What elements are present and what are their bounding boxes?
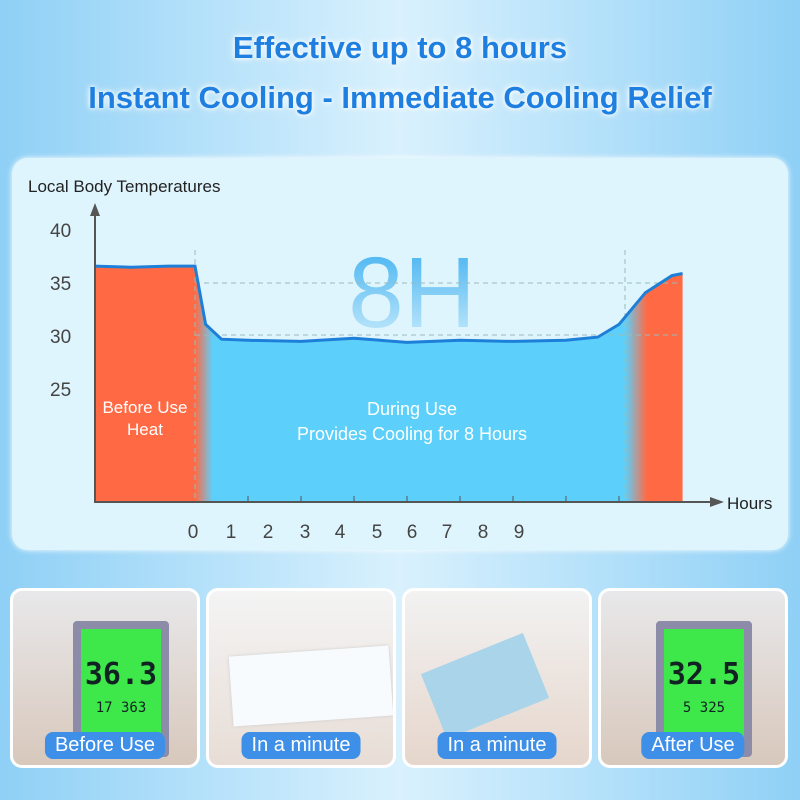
caption: In a minute <box>241 732 361 759</box>
caption: In a minute <box>437 732 557 759</box>
temperature-chart: 8H Local Body Temperatures Hours 40 35 3… <box>28 177 772 543</box>
heat-label: Heat <box>127 420 163 439</box>
ytick-30: 30 <box>50 327 71 348</box>
temperature-curve <box>94 264 683 344</box>
photo-patch-applied: In a minute <box>206 588 396 768</box>
subheadline: Instant Cooling - Immediate Cooling Reli… <box>88 80 712 115</box>
before-region <box>96 266 195 502</box>
xtick-6: 6 <box>407 522 418 543</box>
transition-right <box>625 266 647 502</box>
before-use-label: Before Use <box>102 398 187 417</box>
xtick-9: 9 <box>514 522 525 543</box>
ytick-25: 25 <box>50 380 71 401</box>
reading: 36.3 <box>84 657 158 692</box>
xtick-1: 1 <box>226 522 237 543</box>
xtick-7: 7 <box>442 522 453 543</box>
xtick-3: 3 <box>300 522 311 543</box>
photo-before-use: 36.3 17 363 Before Use <box>10 588 200 768</box>
y-axis-arrow <box>90 203 100 216</box>
caption: After Use <box>641 732 745 759</box>
caption: Before Use <box>44 732 166 759</box>
photo-after-use: 32.5 5 325 After Use <box>598 588 788 768</box>
cooling-patch <box>228 645 393 727</box>
ytick-35: 35 <box>50 274 71 295</box>
after-region <box>647 266 683 502</box>
xtick-0: 0 <box>188 522 199 543</box>
xtick-4: 4 <box>335 522 346 543</box>
during-use-label: During Use <box>367 399 457 419</box>
photo-patch-peeled: In a minute <box>402 588 592 768</box>
x-axis-arrow <box>710 497 724 507</box>
transition-left <box>195 266 213 502</box>
y-axis-label: Local Body Temperatures <box>28 177 220 196</box>
big-8h-label: 8H <box>348 237 476 349</box>
x-axis-label: Hours <box>727 494 772 513</box>
gel-patch <box>420 632 550 740</box>
ytick-40: 40 <box>50 221 71 242</box>
xtick-8: 8 <box>478 522 489 543</box>
headline: Effective up to 8 hours <box>232 30 568 65</box>
reading: 32.5 <box>667 657 741 692</box>
sub-reading: 5 325 <box>682 700 726 716</box>
sub-reading: 17 363 <box>95 700 147 716</box>
xtick-5: 5 <box>372 522 383 543</box>
xtick-2: 2 <box>263 522 274 543</box>
cooling-label: Provides Cooling for 8 Hours <box>297 424 527 444</box>
